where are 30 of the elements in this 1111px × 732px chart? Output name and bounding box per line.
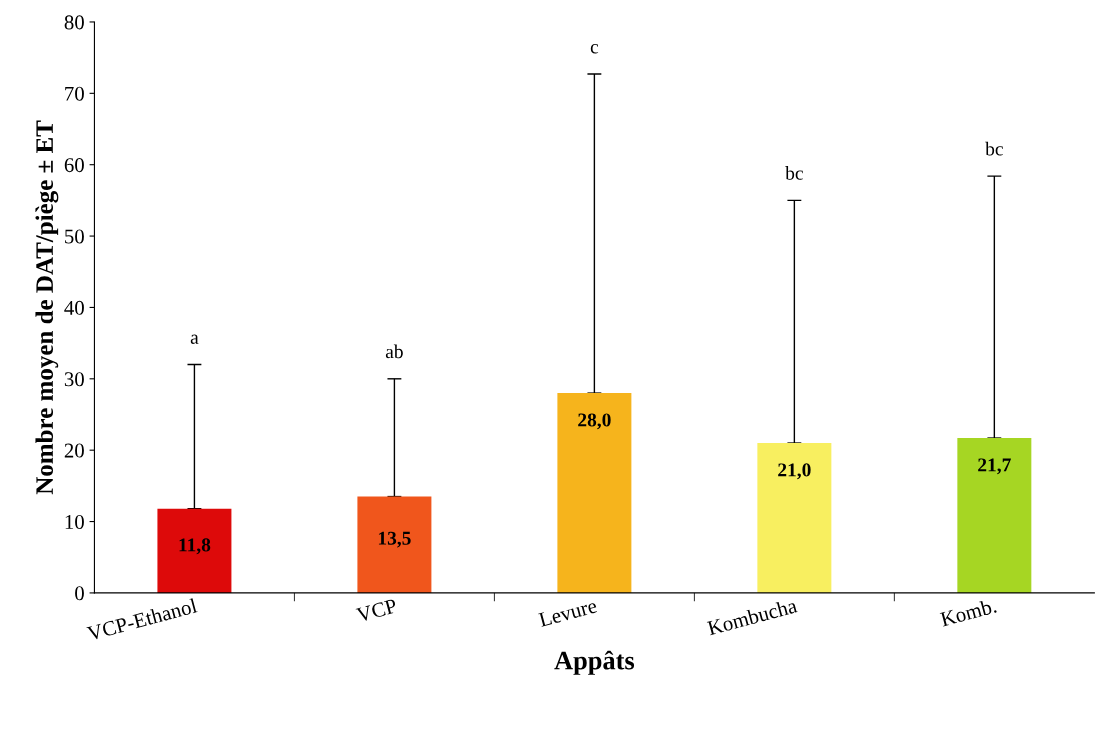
data-label: 13,5 [378, 531, 411, 548]
annotation: c [590, 44, 599, 54]
bar [157, 508, 232, 593]
annotation: bc [785, 166, 803, 180]
annotation: a [190, 334, 199, 344]
x-axis-title: Appâts [554, 650, 635, 675]
data-label: 28,0 [578, 413, 611, 430]
data-label: 21,7 [978, 458, 1011, 475]
y-tick-label: 80 [64, 15, 84, 30]
bar [957, 438, 1032, 593]
y-tick-label: 50 [65, 229, 84, 244]
y-tick-label: 0 [75, 586, 84, 601]
y-tick-label: 40 [64, 300, 84, 315]
y-tick-label: 20 [64, 443, 84, 458]
y-axis-title: Nombre moyen de DAT/piège ± ET [35, 120, 59, 495]
x-tick-label: VCP [355, 598, 398, 623]
annotation: bc [985, 141, 1003, 156]
annotation: ab [385, 344, 403, 359]
data-label: 11,8 [179, 538, 211, 555]
x-tick-label: Kombucha [706, 597, 798, 636]
y-tick-label: 30 [64, 372, 84, 387]
y-tick-label: 70 [65, 86, 84, 101]
bar [357, 496, 432, 593]
x-tick-label: Levure [538, 598, 598, 628]
x-tick-label: Komb. [939, 598, 997, 627]
bar [757, 443, 832, 593]
bar [557, 393, 632, 593]
data-label: 21,0 [778, 463, 811, 480]
y-tick-label: 60 [64, 158, 84, 173]
y-tick-label: 10 [65, 514, 84, 529]
